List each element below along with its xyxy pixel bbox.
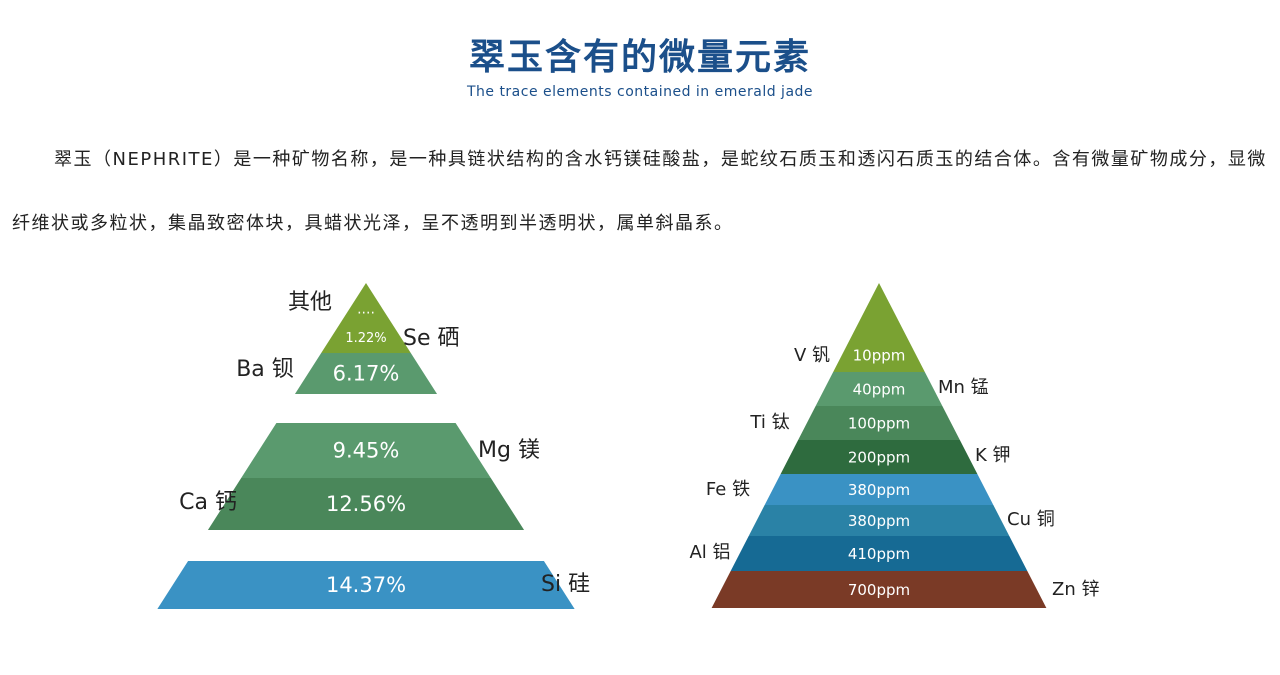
element-label: Ba 钡 (236, 357, 294, 382)
band-value-label: .... (357, 302, 375, 318)
band-value-label: 40ppm (853, 381, 906, 399)
element-label: Mg 镁 (478, 438, 540, 463)
pyramid-band (815, 372, 943, 406)
pyramid-band (207, 478, 525, 530)
pyramid-band (798, 406, 960, 440)
pyramid-band (764, 474, 994, 505)
page-title: 翠玉含有的微量元素 (468, 37, 811, 78)
pyramid-band (341, 283, 391, 322)
band-value-label: 100ppm (848, 415, 910, 433)
band-value-label: 410ppm (848, 545, 910, 563)
element-label: Cu 铜 (1007, 509, 1055, 530)
pyramid-band (730, 536, 1028, 571)
ppm-pyramid-chart: 10ppm V 钒 40ppm Mn 锰 100ppm Ti 钛 200ppm K 钾 380p… (689, 283, 1099, 608)
pyramid-band (241, 423, 491, 478)
band-value-label: 1.22% (345, 331, 386, 346)
pyramid-band (748, 505, 1010, 536)
pyramid-band (780, 440, 978, 474)
band-value-label: 12.56% (326, 492, 406, 516)
band-value-label: 380ppm (848, 481, 910, 499)
pyramid-band (157, 561, 575, 609)
element-label: Ti 钛 (749, 412, 789, 433)
percent-pyramid-chart: .... 其他 1.22% Se 硒6.17% Ba 钡 9.45% Mg 镁 12.56% C… (157, 283, 590, 609)
intro-paragraph: 翠玉（NEPHRITE）是一种矿物名称，是一种具链状结构的含水钙镁硅酸盐，是蛇纹… (12, 128, 1274, 256)
band-value-label: 9.45% (333, 439, 400, 463)
element-label: K 钾 (975, 445, 1011, 466)
element-label: Mn 锰 (938, 377, 989, 398)
page-subtitle: The trace elements contained in emerald … (466, 84, 814, 100)
band-value-label: 700ppm (848, 581, 910, 599)
element-label: Ca 钙 (179, 490, 237, 515)
pyramid-band (294, 353, 438, 394)
pyramid-band (711, 571, 1047, 608)
band-value-label: 10ppm (853, 347, 906, 365)
band-value-label: 200ppm (848, 449, 910, 467)
element-label: 其他 (288, 290, 332, 315)
intro-text: 翠玉（NEPHRITE）是一种矿物名称，是一种具链状结构的含水钙镁硅酸盐，是蛇纹… (12, 149, 1267, 234)
element-label: Si 硅 (541, 572, 590, 597)
element-label: Se 硒 (403, 326, 460, 351)
pyramid-band (321, 322, 411, 353)
element-label: V 钒 (794, 345, 830, 366)
band-value-label: 14.37% (326, 573, 406, 597)
pyramid-band (833, 283, 925, 372)
band-value-label: 6.17% (333, 362, 400, 386)
element-label: Al 铝 (689, 542, 730, 563)
element-label: Zn 锌 (1052, 579, 1099, 600)
element-label: Fe 铁 (706, 479, 750, 500)
band-value-label: 380ppm (848, 512, 910, 530)
